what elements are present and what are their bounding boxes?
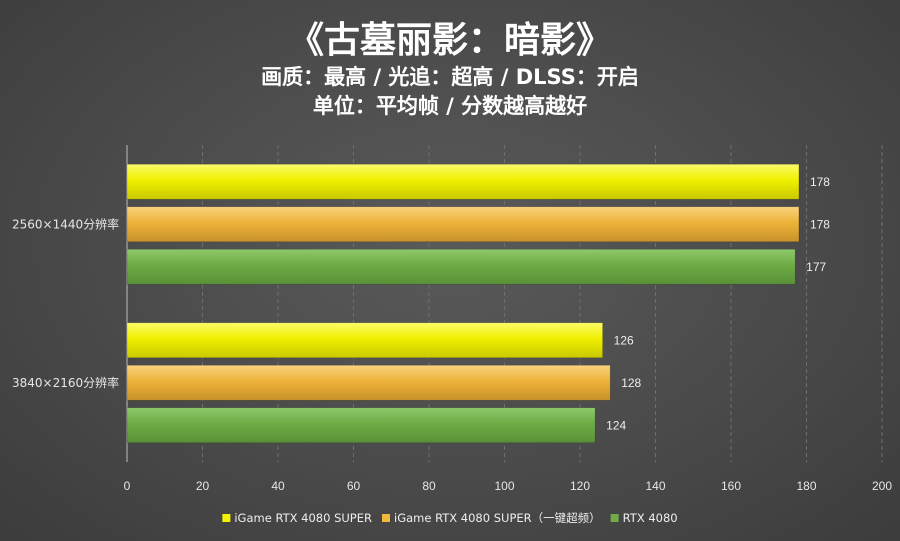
x-tick-label: 120 [570,479,590,493]
bar [126,322,603,359]
data-label: 126 [614,333,634,347]
chart-subtitle-settings: 画质：最高 / 光追：超高 / DLSS：开启 [261,65,639,89]
chart-title: 《古墓丽影：暗影》 [288,20,612,61]
x-axis-ticks: 0 20 40 60 80 100 120 140 160 180 200 [124,479,893,493]
bar [126,163,800,200]
bar [126,407,596,444]
x-tick-label: 60 [347,479,361,493]
category-label: 2560×1440分辨率 [12,216,119,231]
x-tick-label: 100 [494,479,514,493]
legend-label: iGame RTX 4080 SUPER [234,511,372,525]
data-label: 177 [806,260,826,274]
legend-label: RTX 4080 [623,511,678,525]
data-label: 128 [621,376,641,390]
data-label: 178 [810,175,830,189]
x-tick-label: 180 [796,479,816,493]
legend-swatch [222,514,231,522]
x-tick-label: 140 [645,479,665,493]
x-tick-label: 200 [872,479,892,493]
x-tick-label: 40 [271,479,285,493]
category-labels: 2560×1440分辨率 3840×2160分辨率 [12,216,119,390]
data-labels: 178 178 177 126 128 124 [606,175,830,433]
bar [126,206,800,243]
bar [126,364,611,401]
legend: iGame RTX 4080 SUPER iGame RTX 4080 SUPER… [222,511,678,525]
x-tick-label: 80 [422,479,436,493]
category-label: 3840×2160分辨率 [12,375,119,390]
bar [126,248,796,285]
legend-swatch [382,514,391,522]
x-tick-label: 160 [721,479,741,493]
bars [126,163,800,444]
chart-subtitle-unit: 单位：平均帧 / 分数越高越好 [313,94,587,118]
x-tick-label: 20 [196,479,210,493]
x-tick-label: 0 [124,479,131,493]
legend-label: iGame RTX 4080 SUPER（一键超频） [394,511,601,525]
legend-swatch [610,514,619,522]
data-label: 178 [810,217,830,231]
data-label: 124 [606,418,626,432]
